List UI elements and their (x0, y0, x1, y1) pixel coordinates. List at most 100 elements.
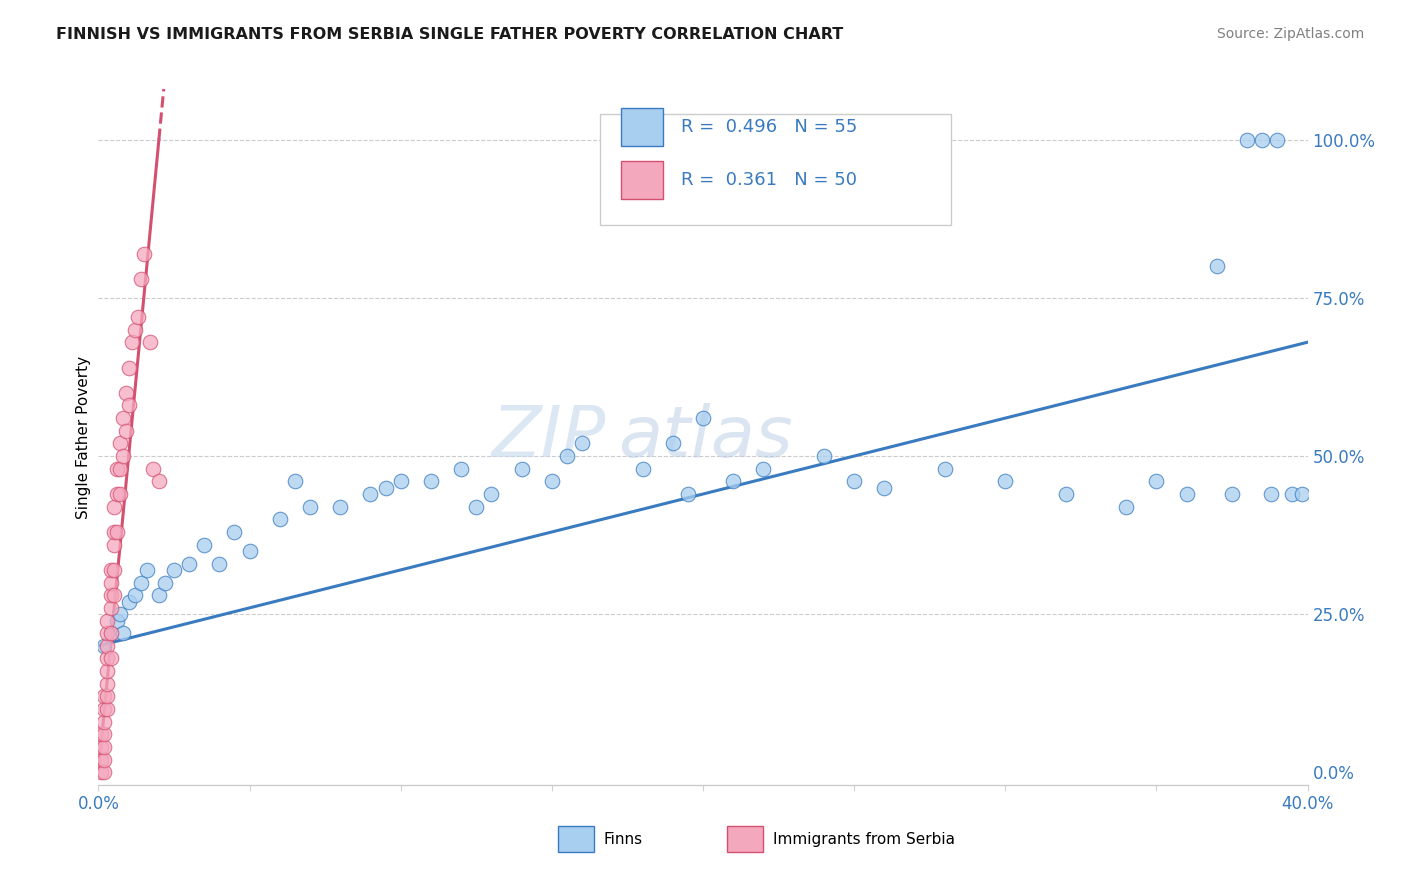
Point (96, 614, 118, 628)
Point (127, 310, 149, 324)
Point (100, 575, 122, 590)
Point (105, 614, 128, 628)
Point (1054, 487, 1077, 501)
Point (208, 557, 231, 571)
Text: Source: ZipAtlas.com: Source: ZipAtlas.com (1216, 27, 1364, 41)
Point (1236, 133, 1258, 147)
Point (450, 461, 472, 475)
Point (100, 600, 122, 615)
Point (1144, 475, 1167, 489)
Point (239, 544, 262, 558)
Point (571, 436, 593, 450)
Point (153, 575, 176, 590)
Point (389, 475, 412, 489)
Point (103, 524, 125, 539)
Point (105, 487, 128, 501)
FancyBboxPatch shape (727, 826, 763, 853)
Point (284, 475, 307, 489)
Point (555, 449, 578, 463)
Point (510, 461, 533, 475)
Text: R =  0.496   N = 55: R = 0.496 N = 55 (682, 118, 858, 136)
Point (103, 538, 125, 552)
Point (1251, 133, 1274, 147)
Point (111, 411, 134, 425)
Point (121, 335, 143, 350)
Point (111, 626, 134, 640)
Point (93, 639, 115, 653)
Point (114, 385, 136, 400)
Point (118, 594, 141, 608)
Point (631, 461, 654, 475)
Point (103, 500, 125, 514)
Point (374, 481, 396, 495)
Y-axis label: Single Father Poverty: Single Father Poverty (76, 356, 91, 518)
Point (90, 753, 112, 767)
Point (90, 739, 112, 754)
Point (934, 461, 956, 475)
Point (114, 424, 136, 438)
Point (299, 500, 322, 514)
Point (118, 360, 141, 375)
Point (193, 538, 215, 552)
Point (994, 475, 1017, 489)
FancyBboxPatch shape (621, 161, 664, 199)
Point (108, 607, 131, 622)
Point (93, 739, 115, 754)
Point (93, 727, 115, 741)
Point (142, 461, 165, 475)
Point (124, 322, 146, 336)
Point (96, 639, 118, 653)
Point (420, 475, 443, 489)
Point (329, 500, 352, 514)
Point (844, 475, 866, 489)
Point (1175, 487, 1198, 501)
Text: ZIP: ZIP (492, 402, 606, 472)
Point (1281, 487, 1303, 501)
Point (269, 512, 291, 526)
Point (96, 626, 118, 640)
Point (108, 487, 131, 501)
Point (108, 436, 131, 450)
Point (90, 727, 112, 741)
Point (93, 690, 115, 704)
Point (179, 557, 201, 571)
Point (96, 651, 118, 665)
Point (163, 563, 186, 577)
Text: R =  0.361   N = 50: R = 0.361 N = 50 (682, 171, 858, 189)
Text: atlas: atlas (619, 402, 793, 472)
Point (873, 481, 896, 495)
Point (676, 487, 699, 501)
Point (100, 651, 122, 665)
Text: Finns: Finns (603, 831, 643, 847)
Point (1115, 500, 1137, 514)
Point (1220, 487, 1243, 501)
Point (1291, 487, 1313, 501)
Point (813, 449, 835, 463)
Point (135, 563, 157, 577)
Point (224, 524, 246, 539)
Point (103, 588, 125, 602)
Point (96, 690, 118, 704)
Point (1260, 487, 1282, 501)
Point (90, 765, 112, 780)
FancyBboxPatch shape (558, 826, 595, 853)
Point (105, 461, 128, 475)
FancyBboxPatch shape (600, 113, 950, 225)
Point (129, 272, 152, 286)
Point (111, 449, 134, 463)
Point (148, 588, 170, 602)
Text: Immigrants from Serbia: Immigrants from Serbia (773, 831, 955, 847)
Point (93, 702, 115, 716)
Point (1206, 260, 1229, 274)
Point (723, 475, 745, 489)
Point (465, 500, 488, 514)
Point (93, 765, 115, 780)
Point (100, 563, 122, 577)
Point (692, 411, 714, 425)
Point (105, 524, 128, 539)
Point (481, 487, 503, 501)
Point (661, 436, 683, 450)
Point (103, 563, 125, 577)
Point (132, 246, 155, 260)
Point (100, 626, 122, 640)
